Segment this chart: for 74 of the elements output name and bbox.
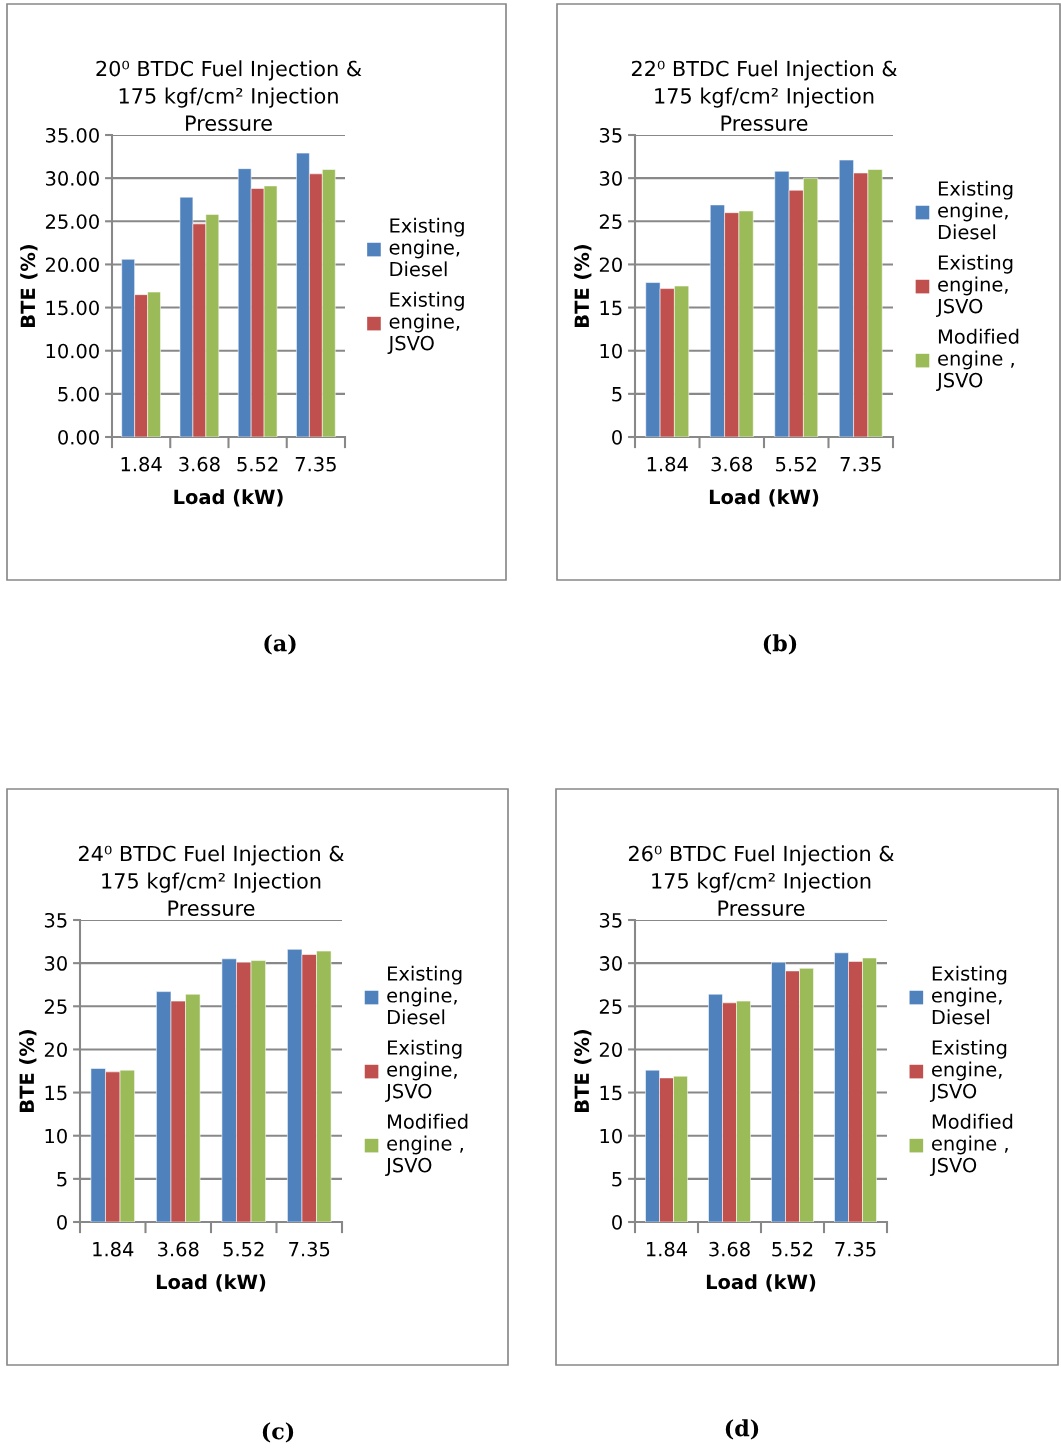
text: (d) (725, 1419, 759, 1440)
y-tick-label: 35 (599, 127, 622, 143)
y-tick-label: 15.00 (46, 300, 99, 316)
y-axis-title: BTE (%) (574, 1029, 592, 1112)
y-tick-label: 15 (600, 300, 622, 316)
y-tick-label: 30 (599, 956, 622, 971)
y-tick-label: 5 (612, 1172, 622, 1187)
text: (a) (264, 634, 296, 655)
x-tick-label: 5.52 (237, 456, 278, 472)
y-tick-label: 15 (45, 1085, 67, 1101)
y-tick-label: 30 (44, 956, 67, 971)
legend-label: Existing engine, JSVO (387, 291, 464, 355)
legend-label: Existing engine, Diesel (387, 965, 462, 1025)
x-tick-label: 7.35 (840, 456, 881, 472)
y-tick-label: 0 (612, 1214, 622, 1230)
y-tick-label: 0.00 (58, 429, 99, 445)
y-tick-label: 25.00 (45, 214, 99, 229)
y-tick-label: 30 (599, 171, 622, 186)
x-axis-title: Load (kW) (174, 489, 283, 507)
y-tick-label: 35 (44, 912, 67, 928)
x-axis-title: Load (kW) (156, 1274, 266, 1292)
y-tick-label: 20.00 (45, 257, 99, 273)
y-tick-label: 25 (44, 999, 67, 1014)
legend-label: Modified engine , JSVO (929, 1113, 1013, 1177)
y-tick-label: 10 (600, 1128, 622, 1144)
y-axis-title: BTE (%) (20, 244, 38, 327)
x-tick-label: 3.68 (709, 1241, 750, 1257)
y-tick-label: 35.00 (46, 127, 99, 143)
legend-label: Modified engine , JSVO (936, 328, 1019, 392)
chart-title: 22⁰ BTDC Fuel Injection & 175 kgf/cm² Injection Pressure (631, 60, 897, 131)
y-tick-label: 25 (599, 999, 622, 1014)
y-tick-label: 20 (599, 257, 622, 273)
x-tick-label: 3.68 (711, 456, 753, 472)
x-axis-title: Load (kW) (706, 1274, 816, 1292)
legend-label: Existing engine, Diesel (389, 217, 464, 277)
y-tick-label: 35 (599, 912, 622, 928)
y-tick-label: 10 (45, 1128, 67, 1144)
x-tick-label: 3.68 (158, 1241, 199, 1257)
y-tick-label: 30.00 (46, 171, 99, 186)
legend-label: Existing engine, JSVO (929, 1039, 1007, 1103)
text: (b) (763, 634, 797, 655)
legend-label: Existing engine, JSVO (385, 1039, 462, 1103)
x-tick-label: 1.84 (121, 456, 162, 472)
legend-label: Existing engine, Diesel (938, 180, 1013, 240)
chart-title: 26⁰ BTDC Fuel Injection & 175 kgf/cm² Injection Pressure (628, 845, 894, 916)
x-tick-label: 7.35 (835, 1241, 876, 1257)
y-axis-title: BTE (%) (19, 1029, 37, 1112)
x-tick-label: 7.35 (289, 1241, 330, 1257)
x-tick-label: 5.52 (223, 1241, 264, 1257)
legend-label: Existing engine, JSVO (936, 254, 1013, 318)
x-tick-label: 1.84 (647, 456, 688, 472)
legend-label: Modified engine , JSVO (385, 1113, 468, 1177)
x-tick-label: 5.52 (776, 456, 816, 472)
x-tick-label: 1.84 (646, 1241, 688, 1257)
y-axis-title: BTE (%) (574, 244, 592, 327)
x-tick-label: 5.52 (772, 1241, 813, 1257)
y-tick-label: 20 (599, 1042, 622, 1058)
y-tick-label: 10.00 (46, 343, 99, 359)
chart-title: 24⁰ BTDC Fuel Injection & 175 kgf/cm² Injection Pressure (78, 845, 344, 916)
y-tick-label: 10 (600, 343, 622, 359)
y-tick-label: 15 (600, 1085, 622, 1101)
x-tick-label: 1.84 (93, 1241, 134, 1257)
y-tick-label: 5 (612, 387, 622, 402)
x-axis-title: Load (kW) (709, 489, 819, 507)
y-tick-label: 5.00 (58, 386, 99, 402)
text: (c) (262, 1422, 294, 1443)
y-tick-label: 20 (44, 1042, 67, 1058)
y-tick-label: 0 (612, 429, 622, 445)
legend-label: Existing engine, Diesel (932, 965, 1007, 1025)
x-tick-label: 3.68 (179, 456, 220, 472)
x-tick-label: 7.35 (295, 456, 336, 472)
y-tick-label: 25 (599, 214, 622, 229)
y-tick-label: 0 (57, 1214, 67, 1230)
y-tick-label: 5 (57, 1172, 67, 1187)
